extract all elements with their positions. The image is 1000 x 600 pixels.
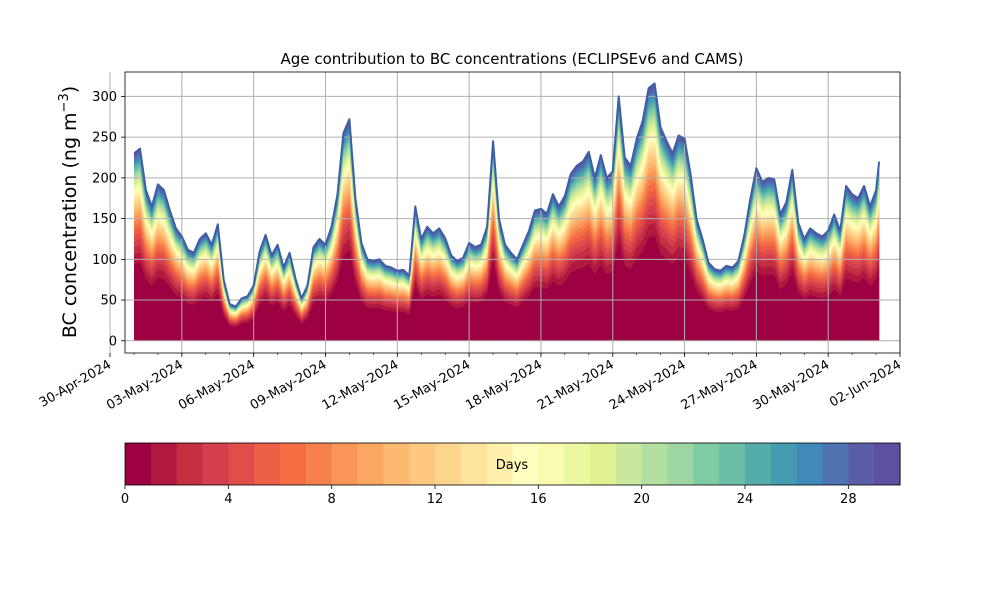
colorbar-cell: [564, 443, 591, 485]
colorbar-cell: [435, 443, 462, 485]
x-tick-label: 06-May-2024: [176, 357, 258, 413]
colorbar-cell: [512, 443, 539, 485]
x-axis: 30-Apr-202403-May-202406-May-202409-May-…: [37, 353, 904, 413]
age-area-layers: [134, 83, 880, 341]
colorbar: Days 0 4 8 12 16 20 24 28: [121, 442, 901, 507]
colorbar-tick-label: 4: [224, 492, 232, 507]
colorbar-tick-label: 8: [328, 492, 336, 507]
y-tick-label: 50: [100, 294, 117, 309]
colorbar-cell: [874, 443, 901, 485]
colorbar-tick-label: 0: [121, 492, 129, 507]
colorbar-cell: [460, 443, 488, 485]
grid-lines: [109, 72, 901, 353]
colorbar-cell: [228, 443, 255, 485]
x-tick-label: 03-May-2024: [104, 357, 186, 413]
colorbar-tick-label: 28: [840, 492, 857, 507]
x-tick-label: 12-May-2024: [320, 357, 402, 413]
colorbar-cell: [176, 443, 204, 485]
x-tick-label: 24-May-2024: [607, 357, 689, 413]
x-tick-label: 02-Jun-2024: [827, 357, 904, 410]
x-tick-label: 27-May-2024: [679, 357, 761, 413]
y-tick-label: 200: [92, 171, 117, 186]
colorbar-cells: [125, 443, 901, 485]
colorbar-cell: [280, 443, 307, 485]
y-tick-label: 100: [92, 253, 117, 268]
colorbar-tick-label: 16: [530, 492, 547, 507]
y-axis: 0 50 100 150 200 250 300: [92, 90, 125, 349]
colorbar-tick-label: 24: [737, 492, 754, 507]
y-tick-label: 300: [92, 90, 117, 105]
colorbar-cell: [822, 443, 849, 485]
colorbar-cell: [590, 443, 617, 485]
colorbar-cell: [641, 443, 669, 485]
colorbar-label: Days: [496, 458, 529, 473]
colorbar-tick-label: 12: [427, 492, 444, 507]
colorbar-cell: [667, 443, 694, 485]
colorbar-cell: [693, 443, 720, 485]
colorbar-cell: [202, 443, 229, 485]
colorbar-cell: [150, 443, 178, 485]
age-layer-0-days: [134, 235, 880, 341]
colorbar-cell: [615, 443, 643, 485]
colorbar-cell: [719, 443, 746, 485]
x-tick-label: 18-May-2024: [463, 357, 545, 413]
y-tick-label: 0: [109, 334, 117, 349]
plot-area: [109, 71, 901, 354]
colorbar-cell: [848, 443, 875, 485]
x-tick-label: 15-May-2024: [391, 357, 473, 413]
colorbar-cell: [331, 443, 359, 485]
plot-frame: [124, 71, 901, 354]
colorbar-cell: [486, 443, 514, 485]
total-concentration-line: [133, 82, 881, 308]
colorbar-cell: [305, 443, 333, 485]
colorbar-cell: [383, 443, 410, 485]
colorbar-cell: [538, 443, 565, 485]
x-tick-label: 09-May-2024: [248, 357, 330, 413]
x-tick-label: 21-May-2024: [535, 357, 617, 413]
colorbar-cell: [409, 443, 436, 485]
y-tick-label: 150: [92, 212, 117, 227]
colorbar-cell: [796, 443, 824, 485]
x-tick-label: 30-May-2024: [751, 357, 833, 413]
y-axis-label: BC concentration (ng m−3): [57, 86, 81, 338]
x-tick-label: 30-Apr-2024: [37, 357, 114, 410]
colorbar-tick-label: 20: [633, 492, 650, 507]
chart-title: Age contribution to BC concentrations (E…: [281, 50, 744, 68]
colorbar-cell: [254, 443, 281, 485]
colorbar-ticks: 0 4 8 12 16 20 24 28: [121, 485, 857, 507]
colorbar-cell: [745, 443, 772, 485]
colorbar-cell: [125, 443, 152, 485]
colorbar-frame: [124, 442, 901, 486]
colorbar-cell: [770, 443, 798, 485]
colorbar-cell: [357, 443, 384, 485]
y-tick-label: 250: [92, 131, 117, 146]
